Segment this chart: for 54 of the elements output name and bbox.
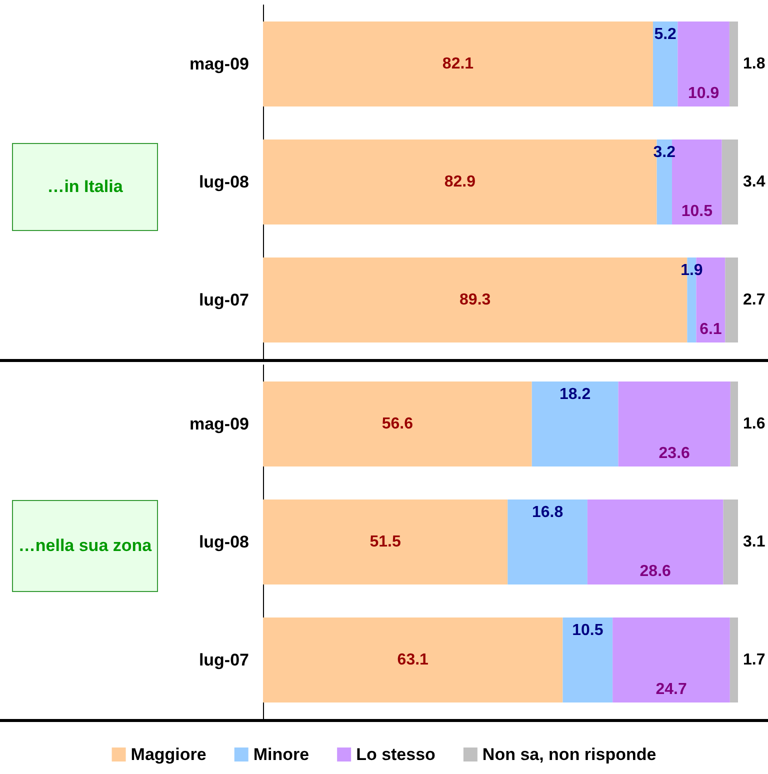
bar xyxy=(612,618,730,702)
y-tick-label: lug-08 xyxy=(198,532,249,552)
bar xyxy=(532,382,618,466)
bar xyxy=(263,382,532,466)
data-label: 51.5 xyxy=(370,534,401,550)
y-tick-label: lug-07 xyxy=(198,650,249,670)
bar xyxy=(263,500,508,584)
data-label: 63.1 xyxy=(397,652,429,668)
data-label: 1.7 xyxy=(743,652,766,668)
data-label: 24.7 xyxy=(656,680,687,698)
bar xyxy=(729,22,738,106)
data-label: 23.6 xyxy=(658,444,690,462)
data-label: 28.6 xyxy=(640,562,672,580)
legend-label: Maggiore xyxy=(130,745,206,764)
data-label: 5.2 xyxy=(654,26,677,44)
bar xyxy=(730,382,738,466)
data-label: 82.1 xyxy=(442,56,474,72)
bar xyxy=(652,22,678,106)
text: …nella sua zona xyxy=(12,500,158,592)
y-tick-label: lug-07 xyxy=(198,290,249,310)
y-tick-label: lug-08 xyxy=(198,172,249,192)
bar xyxy=(508,500,588,584)
data-label: 2.7 xyxy=(743,292,766,308)
legend-label: Non sa, non risponde xyxy=(482,745,656,764)
data-label: 1.9 xyxy=(680,262,703,280)
data-label: 3.4 xyxy=(743,174,766,190)
y-tick-label: mag-09 xyxy=(189,54,249,74)
data-label: 10.5 xyxy=(572,622,604,640)
data-label: 6.1 xyxy=(700,320,722,338)
bar xyxy=(562,618,613,702)
bar xyxy=(722,140,738,224)
bar xyxy=(725,258,738,342)
legend-label: Minore xyxy=(253,745,310,764)
y-tick-label: mag-09 xyxy=(189,414,249,434)
bar xyxy=(678,22,730,106)
bar xyxy=(730,618,738,702)
bar xyxy=(263,22,653,106)
data-label: 16.8 xyxy=(532,504,564,522)
legend-label: Lo stesso xyxy=(356,745,436,764)
data-label: 56.6 xyxy=(382,416,414,432)
text: …in Italia xyxy=(12,143,158,231)
data-label: 1.8 xyxy=(743,56,766,72)
data-label: 3.1 xyxy=(743,534,766,550)
data-label: 89.3 xyxy=(460,292,491,308)
data-label: 1.6 xyxy=(743,416,766,432)
data-label: 10.5 xyxy=(681,202,713,220)
data-label: 3.2 xyxy=(653,144,676,162)
data-label: 18.2 xyxy=(560,386,591,404)
data-label: 10.9 xyxy=(688,84,720,102)
bar xyxy=(263,618,563,702)
bar xyxy=(618,382,730,466)
bar xyxy=(723,500,738,584)
bar xyxy=(587,500,724,584)
data-label: 82.9 xyxy=(444,174,476,190)
